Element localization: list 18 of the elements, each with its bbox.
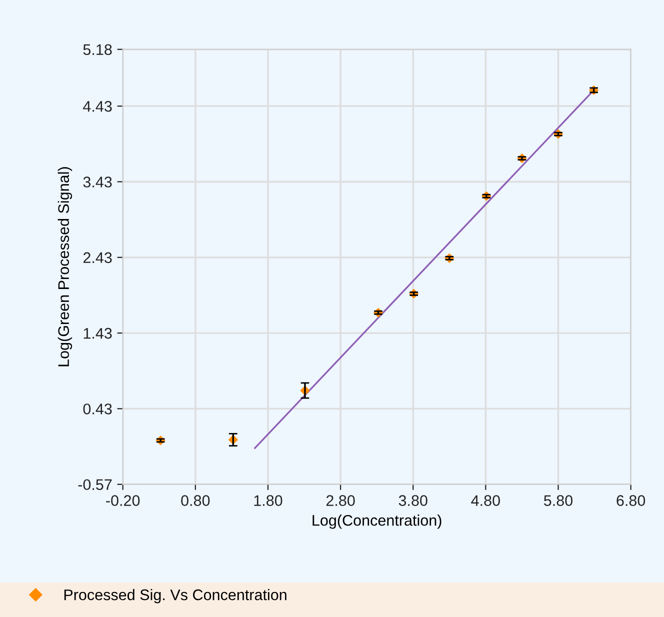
y-tick-label: -0.57 — [78, 479, 112, 490]
x-tick-label: 3.80 — [398, 495, 428, 506]
y-tick-label: 5.18 — [83, 44, 112, 56]
x-axis-title: Log(Concentration) — [312, 514, 442, 529]
x-tick-label: 6.80 — [616, 495, 646, 506]
y-axis-title: Log(Green Processed Signal) — [58, 167, 72, 366]
y-tick-label: 0.43 — [83, 404, 112, 414]
y-tick-label: 2.43 — [83, 252, 112, 264]
y-tick-label: 1.43 — [84, 328, 112, 339]
x-tick-label: -0.20 — [106, 495, 140, 506]
x-tick-label: 4.80 — [471, 495, 500, 506]
x-tick-label: 0.80 — [181, 495, 210, 506]
x-tick-label: 2.80 — [326, 495, 355, 506]
x-tick-label: 1.80 — [254, 495, 282, 506]
y-tick-label: 4.43 — [83, 100, 112, 112]
y-tick-label: 3.43 — [83, 176, 112, 188]
legend-label: Processed Sig. Vs Concentration — [64, 589, 286, 604]
x-tick-label: 5.80 — [544, 495, 573, 506]
